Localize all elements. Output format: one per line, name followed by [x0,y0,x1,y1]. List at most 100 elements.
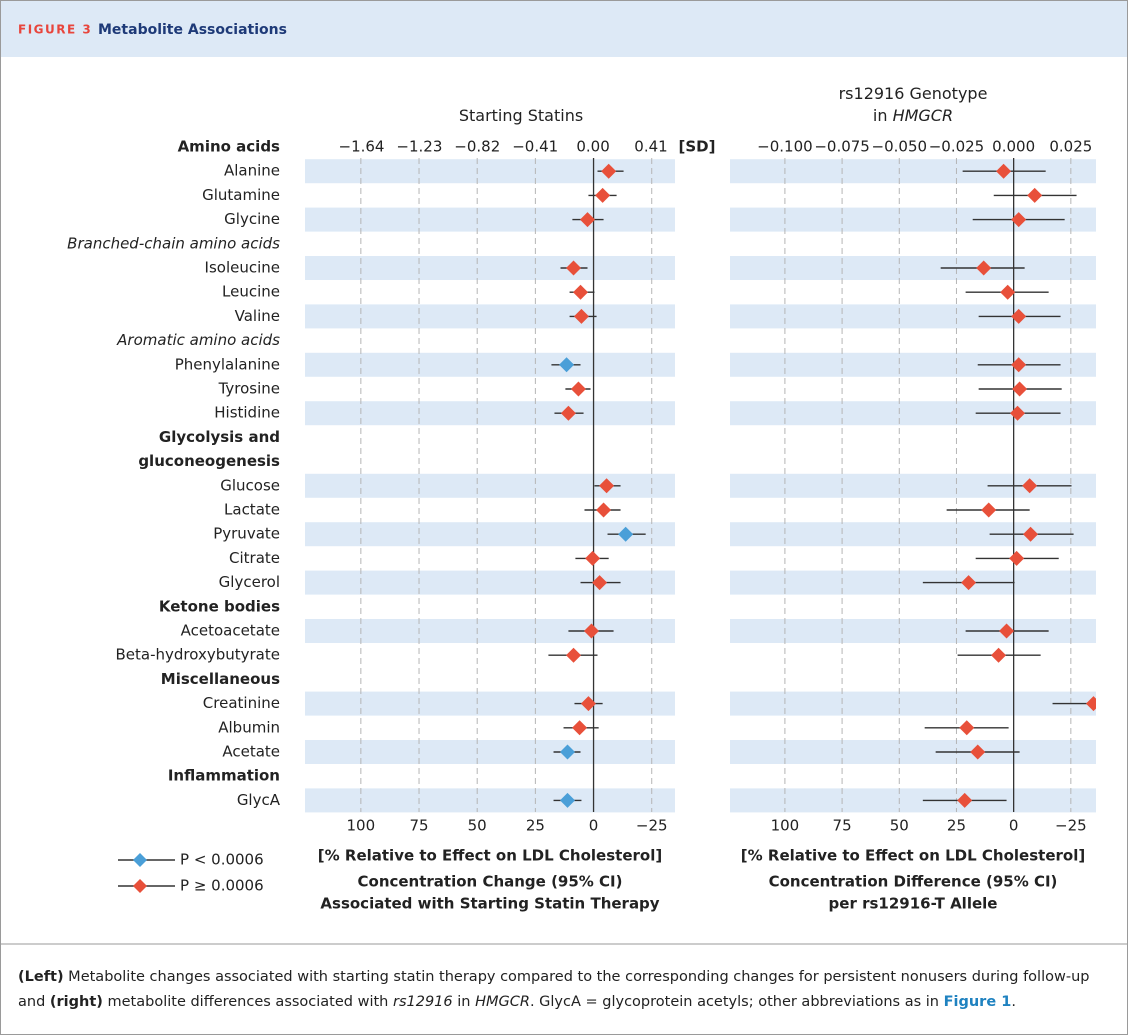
row-label: Glycine [224,210,280,228]
x-tick-label: 25 [947,817,966,835]
panel-title: rs12916 Genotype [839,84,988,103]
row-band [305,788,675,813]
point [592,575,608,591]
point [559,792,575,808]
caption-part[interactable]: Figure 1 [943,994,1012,1010]
point [959,720,975,736]
x2-tick-label: 0.025 [1049,138,1092,156]
row-label: Tyrosine [218,380,280,398]
row-band [730,570,1096,595]
point [961,575,977,591]
caption-part: in [452,994,476,1010]
x-label: [% Relative to Effect on LDL Cholesterol… [318,847,662,865]
point [596,502,612,518]
title-part: Starting Statins [459,106,583,125]
x-tick-label: 0 [589,817,599,835]
point [981,502,997,518]
x2-tick-label: −0.050 [872,138,928,156]
title-part: rs12916 Genotype [839,84,988,103]
row-band [305,401,675,426]
point [1011,357,1027,373]
caption-part: . GlycA = glycoprotein acetyls; other ab… [529,994,944,1010]
point [583,623,599,639]
x-tick-label: −25 [1055,817,1087,835]
point [580,212,596,228]
point [1012,381,1028,397]
row-band [730,691,1096,716]
caption-part: rs12916 [392,994,453,1010]
caption: (Left) Metabolite changes associated wit… [18,965,1113,1015]
row-label: Miscellaneous [161,670,280,688]
row-band [730,256,1096,280]
row-label: Albumin [218,718,280,736]
row-label: Glutamine [202,186,280,204]
plot-marks [922,163,1096,808]
x2-tick-label: −0.41 [512,138,558,156]
point [559,744,575,760]
x-label: [% Relative to Effect on LDL Cholesterol… [741,847,1085,865]
row-label: Amino acids [178,138,280,156]
x-tick-label: 100 [347,817,376,835]
point [970,744,986,760]
caption-part: (Left) [18,969,64,985]
row-label: Citrate [229,549,280,567]
row-label: Histidine [214,404,280,422]
title-part: in [873,106,893,125]
panel-title: Starting Statins [459,106,583,125]
point [996,163,1012,179]
point [618,526,634,542]
row-label: Valine [235,307,280,325]
point [1085,696,1096,712]
point [1011,308,1027,324]
point [570,381,586,397]
point [566,647,582,663]
point [1010,405,1026,421]
x-label-line: Concentration Change (95% CI) [358,873,623,891]
point [1009,550,1025,566]
row-label: Ketone bodies [159,597,280,615]
row-band [730,740,1096,764]
point [601,163,617,179]
legend-marker [133,879,147,893]
row-label: Glycerol [219,573,280,591]
point [559,357,575,373]
caption-part: . [1011,994,1016,1010]
point [957,792,973,808]
plot-marks [548,163,646,808]
row-label: Lactate [224,501,280,519]
caption-part: HMGCR [475,994,530,1010]
x2-tick-label: 0.000 [992,138,1035,156]
x-tick-label: 50 [468,817,487,835]
row-label: gluconeogenesis [138,452,280,470]
panel-title: in HMGCR [873,106,953,125]
x-tick-label: 25 [526,817,545,835]
point [1027,187,1043,203]
row-band [305,304,675,329]
point [595,187,611,203]
point [976,260,992,276]
figure-title: Metabolite Associations [98,22,287,38]
point [573,308,589,324]
title-part: HMGCR [893,106,954,125]
x2-tick-label: 0.41 [634,138,667,156]
point [560,405,576,421]
row-band [730,788,1096,813]
x2-tick-label: −1.64 [339,138,385,156]
x-label-line: per rs12916-T Allele [829,895,998,913]
point [991,647,1007,663]
row-label: Glycolysis and [159,428,280,446]
point [999,623,1015,639]
row-label: Acetate [222,743,280,761]
x2-tick-label: 0.00 [576,138,609,156]
point [572,720,588,736]
x2-label: [SD] [679,138,716,156]
row-label: GlycA [237,791,281,809]
row-label: Pyruvate [213,525,280,543]
x-tick-label: 0 [1009,817,1019,835]
row-band [305,207,675,232]
caption-part: (right) [49,994,103,1010]
point [580,696,596,712]
point [599,478,615,494]
